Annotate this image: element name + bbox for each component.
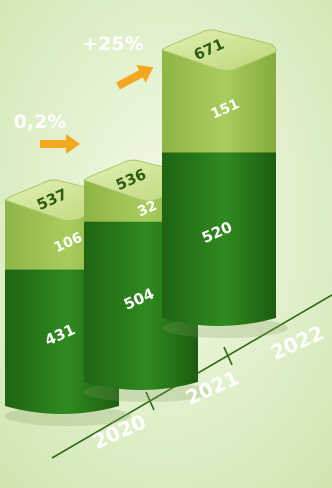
change-label-0: 0,2% [14,111,67,133]
bar-top-face [160,29,277,72]
light-segment-label-2021: 32 [135,198,159,221]
x-axis-tick [223,346,233,366]
change-arrow-up [116,64,154,90]
bar-2022 [160,29,288,338]
change-label-1: +25% [82,33,143,55]
change-arrow-right [40,134,80,154]
x-axis-tick [145,391,155,411]
bars-group [3,29,288,426]
bar-segment-dark [162,151,276,326]
change-indicators-group: 0,2% +25% [14,33,154,154]
